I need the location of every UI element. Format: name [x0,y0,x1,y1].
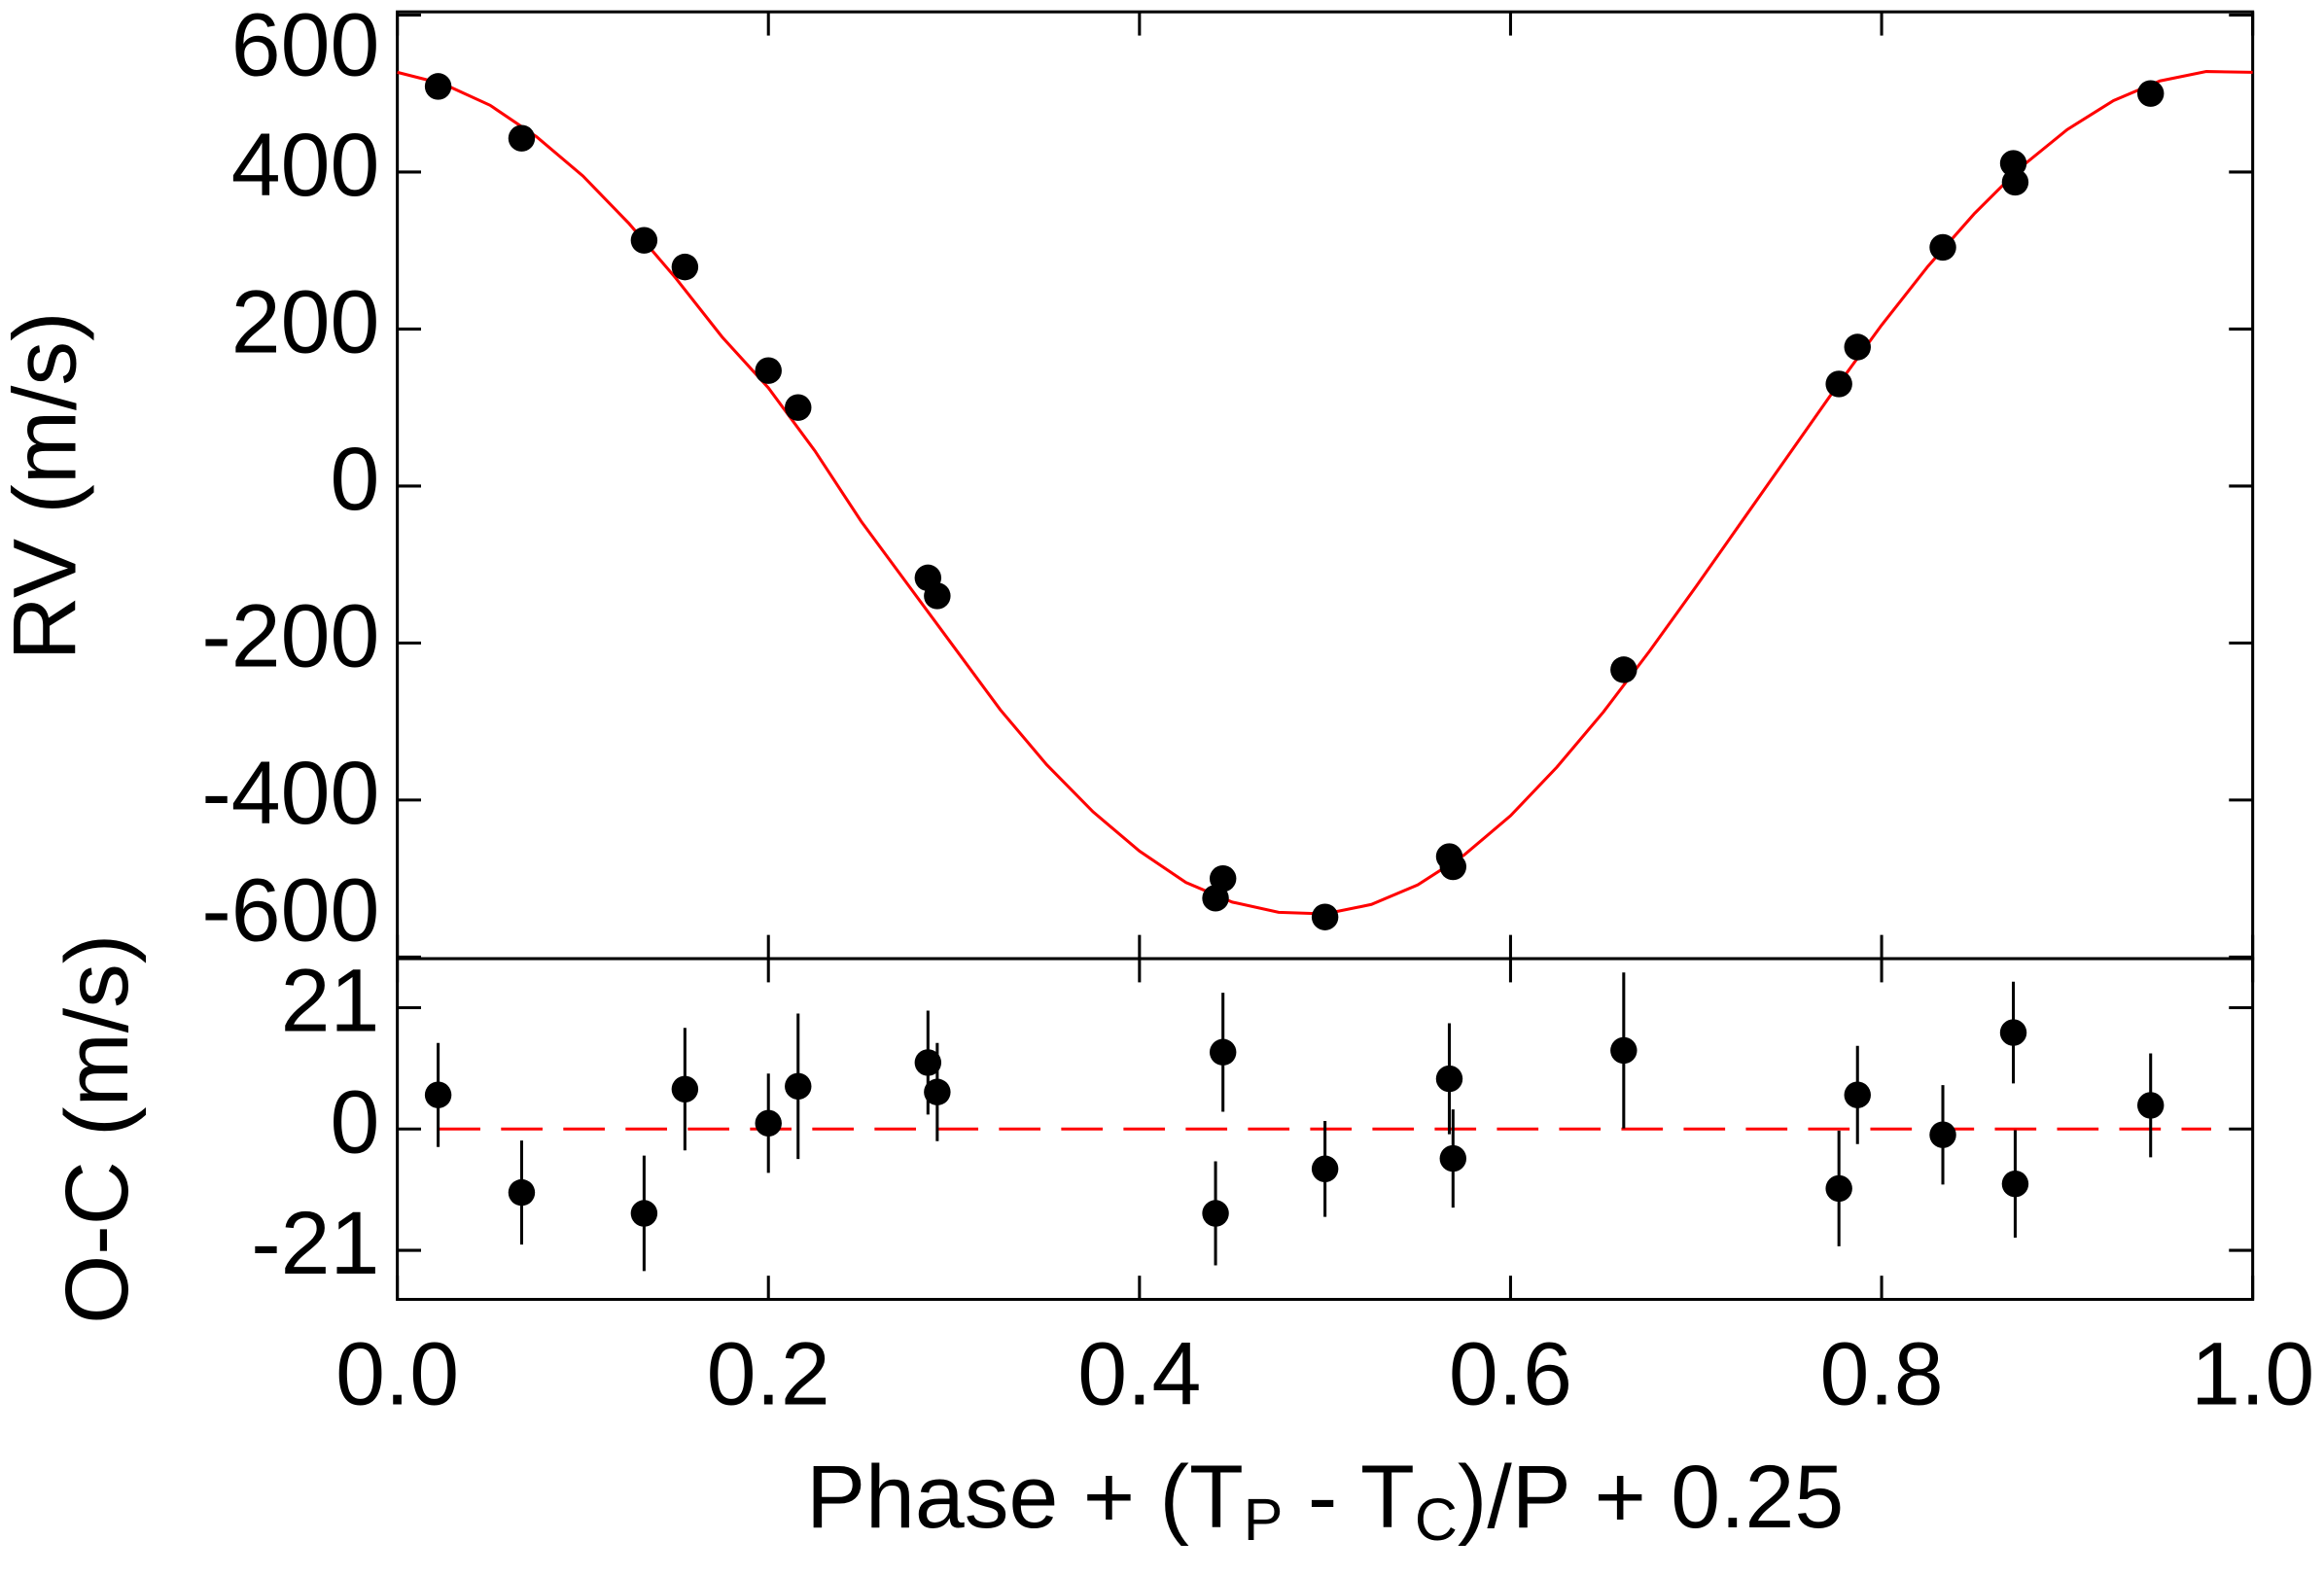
data-point [1825,370,1852,398]
data-point [1435,1065,1463,1093]
x-axis-title-sub: C [1415,1487,1458,1553]
x-axis-title-part: Phase + (T [806,1448,1244,1547]
y-tick-label: -21 [251,1194,379,1293]
y-tick-label: -600 [201,861,379,961]
x-tick-label: 0.0 [335,1325,459,1424]
y-axis-title: RV (m/s) [0,311,95,660]
y-tick-label: 21 [281,952,380,1051]
y-tick-label: -400 [201,744,379,843]
data-point [914,1049,942,1076]
y-tick-label: -200 [201,587,379,686]
data-point [1610,1036,1637,1065]
x-axis-title-sub: P [1244,1487,1284,1553]
y-tick-label: 400 [231,116,380,215]
data-point [1929,233,1956,262]
data-point [2136,1092,2165,1119]
data-point [630,1200,658,1227]
data-point [785,1072,812,1101]
data-point [924,1078,951,1105]
data-point [671,1075,699,1103]
data-point [2136,80,2165,107]
data-point [1610,656,1637,683]
data-point [1439,1144,1467,1172]
data-point [924,582,951,610]
y-tick-label: 0 [330,1072,379,1172]
data-point [1209,864,1237,892]
x-tick-label: 0.8 [1820,1325,1944,1424]
data-point [1311,1155,1339,1182]
data-point [1202,1200,1229,1227]
x-tick-label: 0.2 [707,1325,830,1424]
data-point [755,1109,782,1138]
data-point [2001,168,2029,196]
data-point [1209,1038,1237,1066]
x-tick-label: 0.4 [1077,1325,1201,1424]
data-point [2001,1171,2029,1198]
y-axis-title: O-C (m/s) [48,934,147,1324]
y-tick-label: 600 [231,0,380,94]
y-tick-label: 0 [330,430,379,529]
data-point [1929,1121,1956,1148]
x-axis-title-part: - T [1283,1448,1414,1547]
y-tick-label: 200 [231,273,380,372]
plot-frame [396,10,2255,961]
x-axis-title-part: )/P + 0.25 [1458,1448,1844,1547]
data-point [508,1178,536,1207]
data-point [424,73,452,100]
data-point [1825,1174,1852,1203]
x-tick-label: 1.0 [2191,1325,2314,1424]
data-point [785,394,812,421]
data-point [1844,1081,1871,1108]
model-curve [397,70,2253,916]
data-point [755,357,782,384]
data-point [671,253,699,281]
x-axis-title: Phase + (TP - TC)/P + 0.25 [806,1448,1844,1553]
data-point [630,227,658,254]
data-point [1999,1019,2027,1046]
data-point [1311,903,1339,930]
x-tick-label: 0.6 [1449,1325,1572,1424]
data-point [1844,333,1871,361]
data-point [508,124,536,152]
data-point [1439,853,1467,881]
data-point [424,1081,452,1108]
